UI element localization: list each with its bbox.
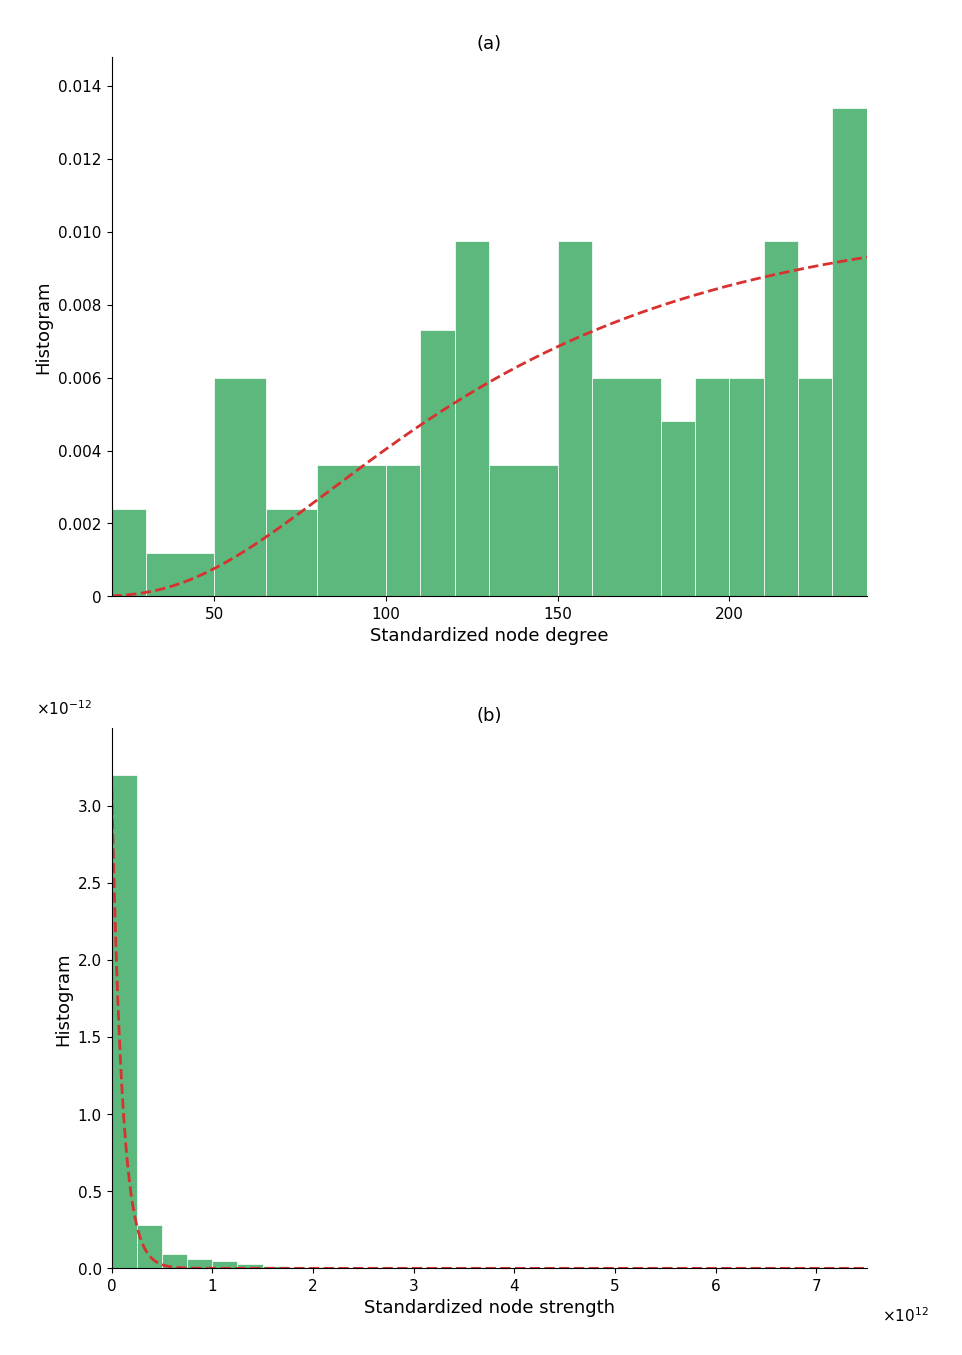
Bar: [137, 1225, 162, 1268]
X-axis label: Standardized node strength: Standardized node strength: [363, 1298, 614, 1317]
Bar: [763, 241, 797, 596]
Bar: [145, 553, 215, 596]
X-axis label: Standardized node degree: Standardized node degree: [369, 627, 608, 645]
Bar: [112, 509, 145, 596]
Bar: [557, 241, 592, 596]
Bar: [420, 331, 454, 596]
Text: $\times10^{12}$: $\times10^{12}$: [881, 1306, 927, 1325]
Bar: [215, 378, 266, 596]
Bar: [797, 378, 831, 596]
Bar: [263, 1266, 288, 1268]
Bar: [187, 1259, 212, 1268]
Bar: [317, 466, 386, 596]
Bar: [237, 1264, 263, 1268]
Y-axis label: Histogram: Histogram: [35, 280, 53, 374]
Bar: [288, 1267, 313, 1268]
Bar: [266, 509, 317, 596]
Bar: [695, 378, 728, 596]
Bar: [212, 1260, 237, 1268]
Title: (a): (a): [476, 35, 501, 53]
Bar: [386, 466, 420, 596]
Bar: [162, 1255, 187, 1268]
Bar: [454, 241, 489, 596]
Title: (b): (b): [476, 706, 501, 725]
Bar: [728, 378, 763, 596]
Bar: [489, 466, 557, 596]
Bar: [660, 421, 695, 596]
Bar: [112, 775, 137, 1268]
Y-axis label: Histogram: Histogram: [54, 951, 72, 1045]
Text: $\times10^{-12}$: $\times10^{-12}$: [36, 699, 91, 718]
Bar: [831, 108, 866, 596]
Bar: [592, 378, 660, 596]
